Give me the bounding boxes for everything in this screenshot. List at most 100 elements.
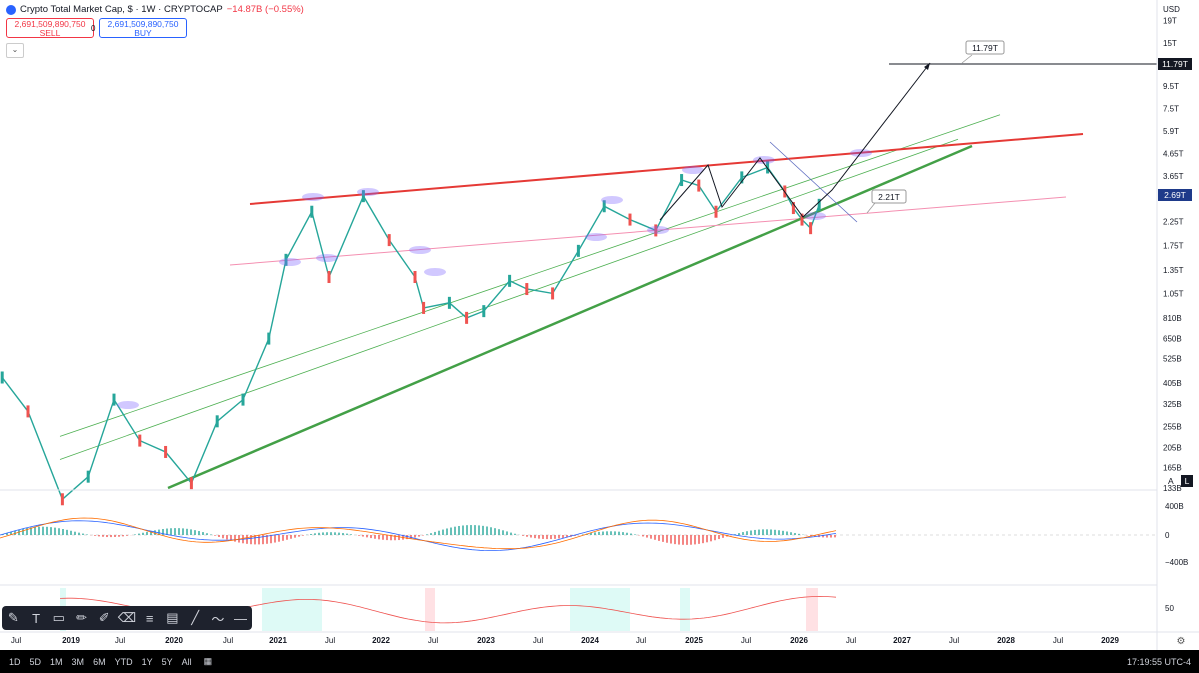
macd-histogram-bar	[550, 535, 552, 540]
time-tick-label: Jul	[428, 636, 438, 645]
time-tick-label: Jul	[1053, 636, 1063, 645]
fib-icon[interactable]: ≡	[145, 610, 154, 626]
support-callout-text: 2.21T	[878, 192, 900, 202]
horizontal-line-icon[interactable]: —	[234, 610, 248, 626]
macd-histogram-bar	[394, 535, 396, 541]
rsi-tick-label: 50	[1165, 604, 1174, 613]
macd-histogram-bar	[406, 535, 408, 540]
macd-histogram-bar	[710, 535, 712, 542]
macd-histogram-bar	[530, 535, 532, 538]
macd-histogram-bar	[834, 535, 836, 538]
macd-histogram-bar	[522, 535, 524, 536]
macd-histogram-bar	[30, 527, 32, 535]
price-candle	[267, 332, 271, 345]
rsi-zone	[425, 588, 435, 631]
macd-histogram-bar	[294, 535, 296, 538]
target-price-badge	[1158, 58, 1192, 70]
macd-histogram-bar	[106, 535, 108, 538]
callout-icon[interactable]: ▭	[52, 610, 65, 625]
macd-histogram-bar	[810, 535, 812, 537]
timeframe-6m[interactable]: 6M	[93, 656, 106, 667]
price-candle	[284, 253, 288, 266]
price-candle	[740, 171, 744, 184]
price-change: −14.87B (−0.55%)	[226, 4, 304, 15]
price-candle	[551, 287, 555, 300]
timeframe-1d[interactable]: 1D	[9, 656, 21, 667]
trendline-icon[interactable]: ╱	[191, 610, 200, 625]
macd-histogram-bar	[630, 533, 632, 535]
macd-histogram-bar	[466, 525, 468, 535]
macd-tick-label: 400B	[1165, 502, 1184, 511]
price-tick-label: 405B	[1163, 379, 1182, 388]
buy-button[interactable]: 2,691,509,890,750 BUY	[99, 18, 187, 38]
target-callout-box	[965, 40, 1005, 55]
text-icon[interactable]: T	[32, 610, 41, 626]
macd-histogram-bar	[366, 535, 368, 538]
timeframe-3m[interactable]: 3M	[71, 656, 85, 667]
timeframe-5d[interactable]: 5D	[29, 656, 42, 667]
marker-icon[interactable]: ✐	[98, 610, 110, 625]
pivot-highlight	[409, 246, 431, 254]
timeframe-ytd[interactable]: YTD	[114, 656, 133, 667]
collapse-button[interactable]: ⌄	[6, 43, 24, 58]
macd-histogram-bar	[606, 531, 608, 535]
time-tick-label: 2021	[269, 636, 287, 645]
pivot-highlight	[585, 233, 607, 241]
path-icon[interactable]: 〜	[211, 611, 225, 627]
calendar-icon[interactable]: ▦	[203, 656, 213, 666]
time-tick-label: 2029	[1101, 636, 1119, 645]
macd-histogram-bar	[98, 535, 100, 537]
brush-icon[interactable]: ✎	[7, 610, 19, 625]
timeframe-all[interactable]: All	[181, 656, 192, 667]
macd-histogram-bar	[254, 535, 256, 545]
eraser-icon[interactable]: ⌫	[117, 610, 137, 625]
macd-histogram-bar	[422, 535, 424, 536]
price-candle	[310, 205, 314, 218]
macd-histogram-bar	[582, 534, 584, 535]
macd-histogram-bar	[498, 529, 500, 535]
price-candle	[361, 190, 365, 203]
macd-histogram-bar	[194, 530, 196, 535]
macd-histogram-bar	[382, 535, 384, 540]
sell-button[interactable]: 2,691,509,890,750 SELL	[6, 18, 94, 38]
macd-histogram-bar	[462, 525, 464, 535]
macd-histogram-bar	[454, 526, 456, 535]
macd-histogram-bar	[814, 535, 816, 537]
auto-scale-label: A	[1168, 476, 1174, 486]
macd-histogram-bar	[490, 527, 492, 535]
macd-histogram-bar	[574, 535, 576, 536]
macd-histogram-bar	[138, 533, 140, 535]
symbol-title[interactable]: Crypto Total Market Cap, $ · 1W · CRYPTO…	[20, 4, 223, 15]
macd-histogram-bar	[774, 529, 776, 535]
macd-histogram-bar	[622, 532, 624, 535]
time-tick-label: 2026	[790, 636, 808, 645]
macd-histogram-bar	[338, 532, 340, 535]
macd-histogram-bar	[678, 535, 680, 545]
macd-histogram-bar	[34, 526, 36, 535]
macd-histogram-bar	[610, 531, 612, 535]
time-tick-label: Jul	[325, 636, 335, 645]
macd-histogram-bar	[54, 527, 56, 535]
ruler-icon[interactable]: ▤	[166, 610, 179, 625]
down-trend-line	[769, 141, 858, 223]
macd-histogram-bar	[778, 530, 780, 535]
macd-histogram-bar	[654, 535, 656, 540]
timeframe-5y[interactable]: 5Y	[161, 656, 173, 667]
macd-histogram-bar	[226, 535, 228, 540]
log-scale-toggle	[1181, 475, 1193, 487]
pencil-icon[interactable]: ✏	[76, 610, 87, 625]
timeframe-1m[interactable]: 1M	[50, 656, 63, 667]
macd-histogram-bar	[410, 535, 412, 539]
macd-histogram-bar	[230, 535, 232, 541]
rsi-zone	[262, 588, 322, 631]
price-tick-label: 1.05T	[1163, 289, 1184, 298]
macd-histogram-bar	[178, 528, 180, 535]
price-candle	[791, 202, 795, 215]
macd-histogram-bar	[262, 535, 264, 545]
macd-histogram-bar	[150, 531, 152, 535]
timeframe-1y[interactable]: 1Y	[141, 656, 153, 667]
price-tick-label: 255B	[1163, 423, 1182, 432]
pivot-highlight	[302, 193, 324, 201]
macd-histogram-bar	[390, 535, 392, 541]
